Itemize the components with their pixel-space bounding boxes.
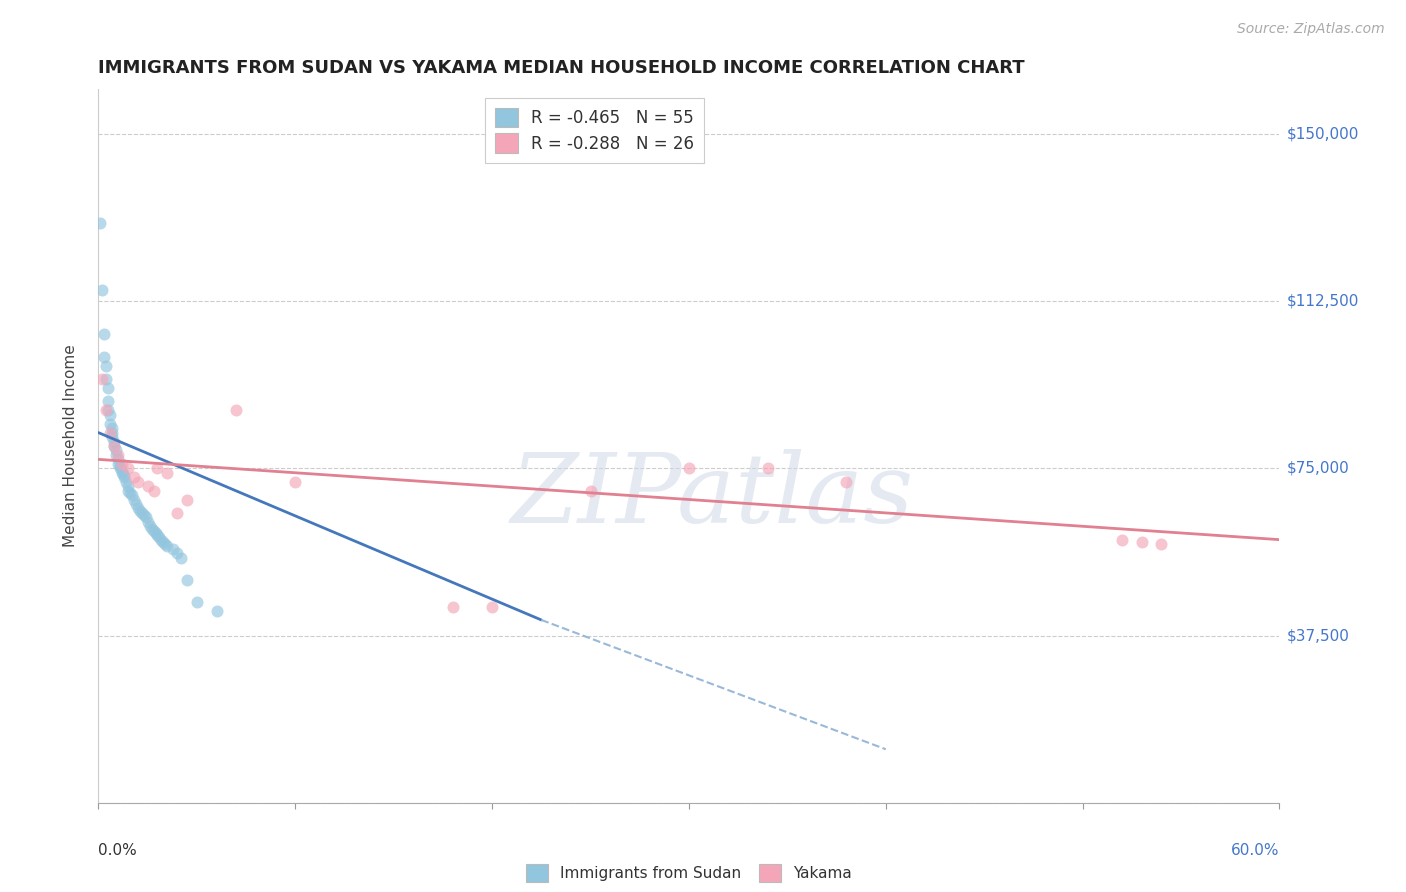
Point: [170, 550, 193, 565]
Point: [156, 466, 179, 480]
Point: [186, 595, 208, 609]
Point: [155, 537, 177, 551]
Point: [162, 541, 184, 556]
Point: [176, 492, 198, 507]
Point: [118, 485, 141, 500]
Point: [127, 501, 149, 516]
Point: [145, 525, 167, 540]
Point: [107, 448, 129, 462]
Point: [103, 439, 125, 453]
Point: [96, 372, 118, 386]
Legend: Immigrants from Sudan, Yakama: Immigrants from Sudan, Yakama: [520, 858, 858, 888]
Point: [835, 475, 858, 489]
Point: [441, 599, 464, 614]
Point: [96, 359, 118, 373]
Point: [127, 475, 149, 489]
Point: [132, 508, 155, 523]
Point: [111, 464, 134, 478]
Point: [89, 216, 111, 230]
Text: 0.0%: 0.0%: [98, 843, 138, 858]
Point: [1150, 537, 1173, 551]
Point: [101, 421, 124, 435]
Point: [121, 488, 143, 502]
Y-axis label: Median Household Income: Median Household Income: [63, 344, 77, 548]
Text: $37,500: $37,500: [1286, 628, 1350, 643]
Point: [152, 534, 174, 549]
Point: [481, 599, 503, 614]
Text: $150,000: $150,000: [1286, 127, 1358, 141]
Point: [93, 327, 115, 342]
Point: [138, 519, 160, 533]
Point: [142, 483, 165, 498]
Point: [166, 506, 188, 520]
Point: [284, 475, 307, 489]
Text: ZIPatlas: ZIPatlas: [510, 449, 914, 543]
Point: [122, 492, 145, 507]
Point: [98, 425, 121, 440]
Point: [125, 497, 148, 511]
Text: $75,000: $75,000: [1286, 461, 1350, 475]
Point: [101, 425, 124, 440]
Point: [96, 403, 118, 417]
Point: [142, 524, 165, 538]
Point: [103, 434, 125, 449]
Point: [141, 521, 163, 535]
Point: [117, 483, 139, 498]
Point: [108, 458, 131, 473]
Point: [136, 479, 159, 493]
Point: [1130, 534, 1153, 549]
Point: [111, 466, 134, 480]
Point: [166, 546, 188, 560]
Point: [205, 604, 228, 618]
Point: [112, 470, 135, 484]
Text: IMMIGRANTS FROM SUDAN VS YAKAMA MEDIAN HOUSEHOLD INCOME CORRELATION CHART: IMMIGRANTS FROM SUDAN VS YAKAMA MEDIAN H…: [98, 59, 1025, 77]
Point: [128, 503, 150, 517]
Point: [105, 448, 128, 462]
Point: [107, 452, 129, 467]
Point: [135, 510, 157, 524]
Point: [148, 530, 170, 544]
Point: [111, 457, 134, 471]
Text: 60.0%: 60.0%: [1232, 843, 1279, 858]
Point: [678, 461, 700, 475]
Point: [131, 506, 153, 520]
Text: $112,500: $112,500: [1286, 293, 1358, 309]
Point: [93, 350, 115, 364]
Point: [225, 403, 247, 417]
Point: [136, 515, 159, 529]
Point: [98, 417, 121, 431]
Point: [108, 461, 131, 475]
Point: [112, 467, 135, 482]
Point: [97, 394, 120, 409]
Point: [97, 403, 120, 417]
Point: [146, 528, 169, 542]
Point: [156, 539, 179, 553]
Point: [115, 475, 138, 489]
Point: [1111, 533, 1133, 547]
Point: [176, 573, 198, 587]
Point: [91, 283, 114, 297]
Point: [756, 461, 779, 475]
Point: [103, 439, 125, 453]
Point: [97, 381, 120, 395]
Point: [101, 430, 124, 444]
Point: [579, 483, 602, 498]
Point: [117, 479, 139, 493]
Point: [91, 372, 114, 386]
Text: Source: ZipAtlas.com: Source: ZipAtlas.com: [1237, 22, 1385, 37]
Point: [107, 457, 129, 471]
Point: [117, 461, 139, 475]
Point: [122, 470, 145, 484]
Point: [98, 408, 121, 422]
Point: [146, 461, 169, 475]
Point: [150, 533, 173, 547]
Point: [105, 443, 128, 458]
